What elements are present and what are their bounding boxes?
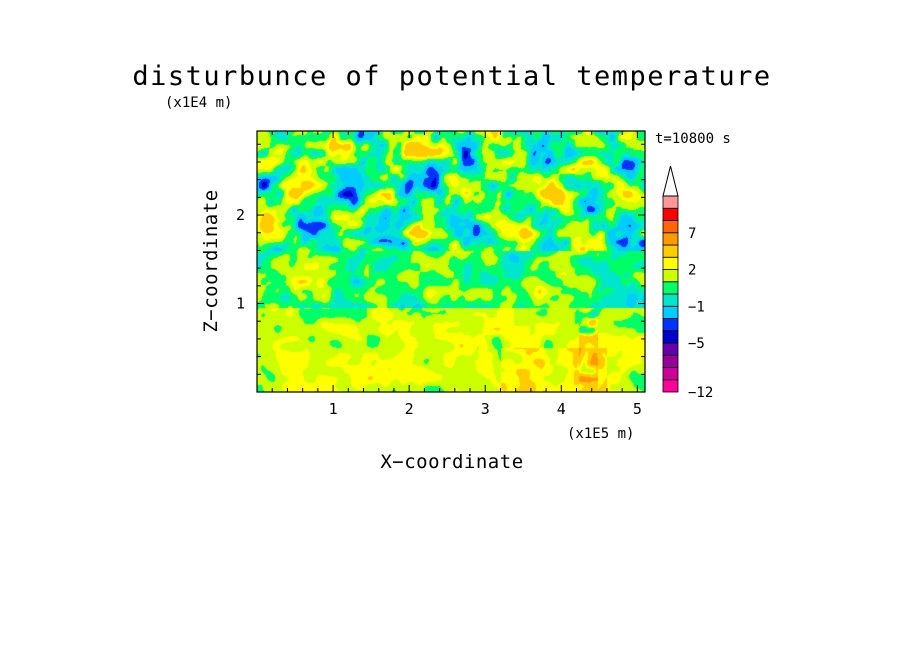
- x-tick-label: 1: [329, 400, 338, 418]
- colorbar-tick-label: 2: [688, 263, 696, 279]
- colorbar-swatch: [662, 207, 679, 221]
- y-axis-label: Z−coordinate: [200, 189, 222, 332]
- colorbar-swatch: [662, 354, 679, 368]
- y-axis-ticks: 12: [236, 143, 645, 375]
- y-tick-label: 1: [236, 295, 245, 313]
- y-tick-label: 2: [236, 206, 245, 224]
- colorbar-swatch: [662, 330, 679, 344]
- colorbar-swatch: [662, 293, 679, 307]
- colorbar-swatch: [662, 342, 679, 356]
- chart-title: disturbunce of potential temperature: [132, 61, 771, 92]
- x-tick-label: 2: [405, 400, 414, 418]
- colorbar-swatch: [662, 281, 679, 295]
- x-axis-label: X−coordinate: [380, 451, 523, 473]
- colorbar-swatch: [662, 367, 679, 381]
- colorbar-swatch: [662, 220, 679, 234]
- colorbar-tick-label: 7: [688, 226, 696, 242]
- colorbar-swatch: [662, 256, 679, 270]
- colorbar-swatch: [662, 379, 679, 393]
- x-axis-unit: (x1E5 m): [567, 426, 634, 442]
- colorbar-tick-label: −5: [688, 336, 705, 352]
- colorbar-tick-label: −1: [688, 299, 705, 315]
- colorbar-swatch: [662, 269, 679, 283]
- colorbar: −12−5−127: [662, 165, 713, 401]
- colorbar-swatch: [662, 244, 679, 258]
- colorbar-extend-arrow: [662, 165, 679, 197]
- colorbar-tick-label: −12: [688, 385, 713, 401]
- colorbar-swatch: [662, 232, 679, 246]
- plot-frame: [256, 130, 646, 393]
- colorbar-swatch: [662, 305, 679, 319]
- time-label: t=10800 s: [655, 131, 731, 147]
- colorbar-swatch: [662, 318, 679, 332]
- x-tick-label: 5: [633, 400, 642, 418]
- heatmap-image: [257, 131, 645, 392]
- y-axis-unit: (x1E4 m): [165, 95, 232, 111]
- x-axis-ticks: 1 2 3 4 5: [271, 131, 642, 418]
- heatmap-field: [257, 131, 645, 392]
- x-tick-label: 3: [481, 400, 490, 418]
- x-tick-label: 4: [557, 400, 566, 418]
- colorbar-swatch: [662, 195, 679, 209]
